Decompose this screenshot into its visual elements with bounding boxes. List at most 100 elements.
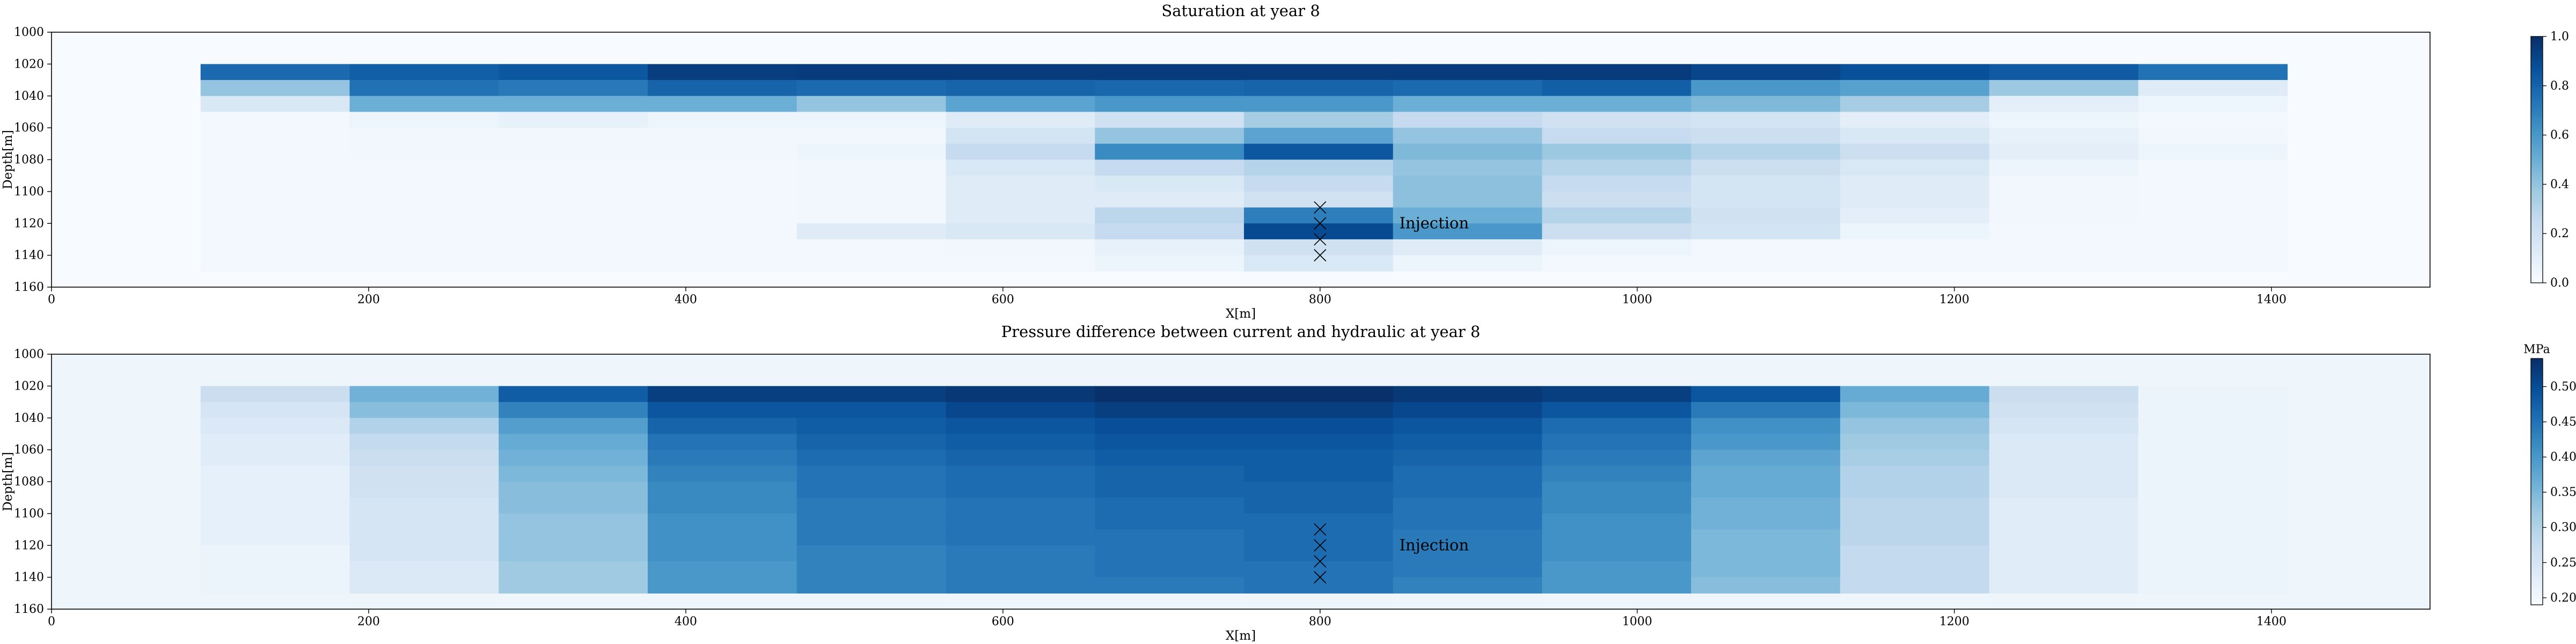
injection-marker: [1314, 249, 1327, 262]
heatmap-cell: [1243, 481, 1394, 498]
colorbar-step: [2531, 38, 2543, 41]
heatmap-cell: [1691, 577, 1841, 594]
colorbar-step: [2531, 180, 2543, 183]
heatmap-cell: [1243, 80, 1394, 97]
colorbar-step: [2531, 94, 2543, 97]
colorbar-step: [2531, 541, 2543, 544]
x-tick-label: 400: [675, 615, 697, 628]
x-tick-label: 200: [357, 615, 380, 628]
colorbar-step: [2531, 452, 2543, 456]
x-tick-label: 800: [1309, 293, 1331, 306]
heatmap-cell: [1989, 143, 2139, 160]
heatmap-cell: [499, 159, 648, 176]
heatmap-cell: [1691, 402, 1841, 419]
y-tick-label: 1120: [14, 217, 44, 230]
colorbar-step: [2531, 506, 2543, 509]
colorbar-step: [2531, 247, 2543, 251]
heatmap-cell: [1243, 450, 1394, 466]
colorbar: 0.20 0.25 0.30 0.35 0.40 0.45 0.50 MPa: [2523, 343, 2576, 605]
heatmap-cell: [1542, 450, 1692, 466]
heatmap-cell: [1095, 112, 1245, 128]
colorbar-step: [2531, 155, 2543, 158]
heatmap-cell: [1095, 529, 1245, 546]
heatmap-cell: [499, 513, 648, 530]
x-tick-label: 1400: [2257, 293, 2287, 306]
heatmap-cell: [1691, 465, 1841, 482]
heatmap-cell: [946, 481, 1095, 498]
heatmap-cell: [499, 239, 648, 256]
colorbar-step: [2531, 457, 2543, 460]
colorbar-step: [2531, 172, 2543, 175]
heatmap-cell: [1243, 96, 1394, 113]
colorbar-step: [2531, 438, 2543, 441]
colorbar-step: [2531, 537, 2543, 540]
heatmap-cell: [1095, 545, 1245, 562]
colorbar-step: [2531, 201, 2543, 203]
injection-marker: [1314, 539, 1327, 552]
heatmap-cell: [1095, 175, 1245, 192]
heatmap-cell: [2138, 497, 2288, 514]
heatmap-cell: [647, 434, 797, 450]
heatmap-cell: [1840, 143, 1990, 160]
heatmap-cell: [1393, 175, 1542, 192]
colorbar-step: [2531, 539, 2543, 542]
colorbar-step: [2531, 219, 2543, 222]
heatmap-cell: [796, 545, 947, 562]
heatmap-cell: [1095, 386, 1245, 402]
heatmap-cell: [1989, 561, 2139, 578]
x-tick-label: 1000: [1622, 615, 1652, 628]
colorbar-step: [2531, 568, 2543, 570]
colorbar-step: [2531, 518, 2543, 521]
x-axis-label: X[m]: [1226, 307, 1256, 321]
colorbar-step: [2531, 391, 2543, 394]
colorbar-step: [2531, 252, 2543, 255]
colorbar-step: [2531, 57, 2543, 60]
heatmap-cell: [1691, 159, 1841, 176]
heatmap-cell: [349, 175, 499, 192]
heatmap-cell: [200, 450, 350, 466]
y-axis-label: Depth[m]: [1, 452, 15, 511]
colorbar-step: [2531, 481, 2543, 485]
colorbar-step: [2531, 79, 2543, 82]
colorbar-tick-label: 0.25: [2550, 556, 2576, 569]
heatmap-cell: [647, 513, 797, 530]
colorbar-step: [2531, 379, 2543, 382]
heatmap-cell: [1095, 207, 1245, 224]
colorbar-step: [2531, 590, 2543, 593]
heatmap-cell: [647, 239, 797, 256]
heatmap-cell: [1989, 191, 2139, 208]
colorbar-step: [2531, 217, 2543, 220]
heatmap-cell: [1243, 386, 1394, 402]
heatmap-cell: [200, 497, 350, 514]
colorbar-step: [2531, 87, 2543, 91]
heatmap-cell: [946, 386, 1095, 402]
heatmap-cell: [2138, 545, 2288, 562]
heatmap-cell: [946, 561, 1095, 578]
colorbar-step: [2531, 465, 2543, 468]
heatmap-cell: [796, 386, 947, 402]
heatmap-cell: [1840, 96, 1990, 113]
heatmap-cell: [796, 497, 947, 514]
heatmap-cell: [1989, 481, 2139, 498]
heatmap-cell: [647, 159, 797, 176]
colorbar-step: [2531, 397, 2543, 400]
y-tick-label: 1000: [14, 26, 44, 39]
heatmap-cell: [946, 255, 1095, 272]
heatmap-cell: [200, 465, 350, 482]
colorbar-step: [2531, 147, 2543, 150]
colorbar-step: [2531, 412, 2543, 415]
heatmap-cell: [1840, 481, 1990, 498]
colorbar-step: [2531, 389, 2543, 392]
colorbar-step: [2531, 502, 2543, 505]
heatmap-cell: [499, 418, 648, 435]
heatmap-cell: [946, 513, 1095, 530]
heatmap-cell: [946, 402, 1095, 419]
colorbar-step: [2531, 510, 2543, 513]
heatmap-cell: [647, 143, 797, 160]
heatmap-cell: [946, 207, 1095, 224]
colorbar-step: [2531, 153, 2543, 156]
heatmap-cell: [1393, 418, 1542, 435]
colorbar-step: [2531, 96, 2543, 99]
x-tick-label: 600: [992, 615, 1014, 628]
marker-stroke: [1314, 233, 1327, 246]
